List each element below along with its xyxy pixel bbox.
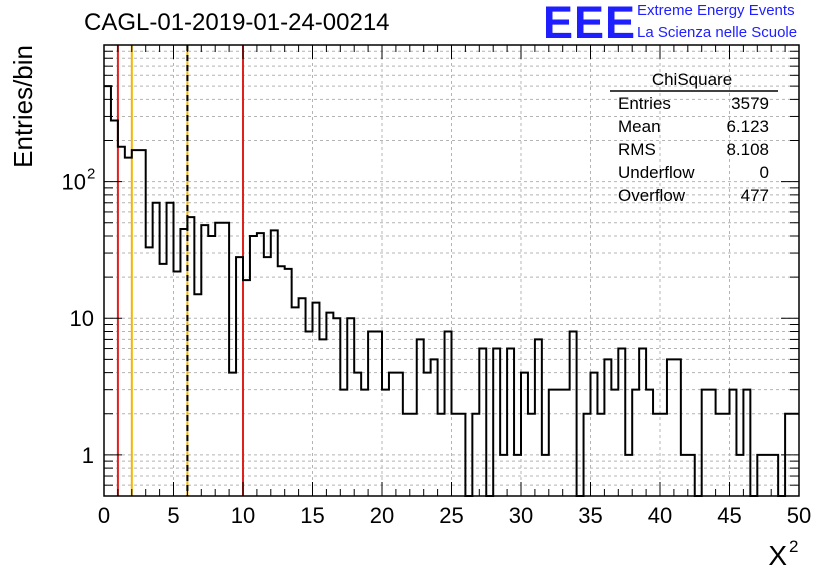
plot-frame <box>103 44 800 497</box>
x-tick-label: 30 <box>509 503 533 528</box>
y-axis-label: Entries/bin <box>8 45 38 168</box>
y-tick-label: 10 <box>62 170 86 195</box>
stats-box: ChiSquare Entries 3579 Mean 6.123 RMS 8.108 Un… <box>610 70 778 205</box>
x-axis-label-exponent: 2 <box>789 537 798 556</box>
stats-row-label: Mean <box>618 117 661 136</box>
y-tick-label: 10 <box>70 306 94 331</box>
x-tick-label: 50 <box>787 503 811 528</box>
stats-row-label: Overflow <box>618 186 686 205</box>
stats-row-label: RMS <box>618 140 656 159</box>
histogram-outline <box>104 85 799 497</box>
stats-row-value: 6.123 <box>726 117 769 136</box>
stats-row-value: 8.108 <box>726 140 769 159</box>
x-tick-label: 10 <box>231 503 255 528</box>
x-tick-label: 40 <box>648 503 672 528</box>
x-axis-label: X <box>768 540 787 571</box>
x-tick-label: 20 <box>370 503 394 528</box>
stats-row-value: 0 <box>760 163 769 182</box>
axis-ticks <box>103 45 800 497</box>
x-tick-label: 5 <box>167 503 179 528</box>
stats-row-label: Underflow <box>618 163 695 182</box>
stats-row-value: 3579 <box>731 94 769 113</box>
histogram <box>104 85 799 497</box>
stats-box-name: ChiSquare <box>652 70 732 89</box>
chart-title: CAGL-01-2019-01-24-00214 <box>84 9 390 36</box>
stats-row-value: 477 <box>741 186 769 205</box>
logo-line-1: Extreme Energy Events <box>637 2 795 19</box>
x-tick-label: 35 <box>578 503 602 528</box>
stats-row-label: Entries <box>618 94 671 113</box>
x-tick-label: 25 <box>439 503 463 528</box>
grid <box>104 45 799 497</box>
x-tick-label: 0 <box>98 503 110 528</box>
y-tick-exponent: 2 <box>87 166 95 183</box>
x-tick-label: 45 <box>717 503 741 528</box>
eee-logo: EEE <box>543 0 637 48</box>
y-tick-label: 1 <box>82 443 94 468</box>
logo-line-2: La Scienza nelle Scuole <box>637 24 798 41</box>
x-tick-label: 15 <box>300 503 324 528</box>
